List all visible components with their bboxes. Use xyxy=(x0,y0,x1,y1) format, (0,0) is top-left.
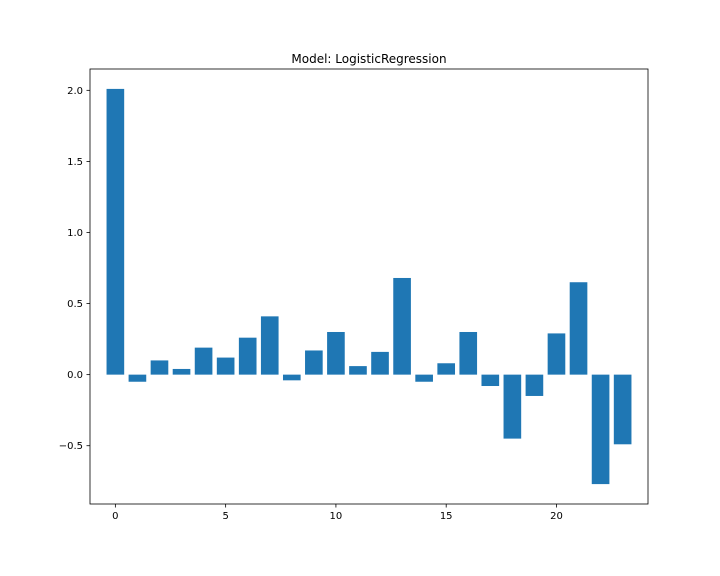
y-tick-label: −0.5 xyxy=(59,441,83,452)
bar-5 xyxy=(216,357,235,375)
bar-7 xyxy=(260,316,279,375)
bar-3 xyxy=(172,368,191,375)
bar-19 xyxy=(525,374,544,396)
bar-21 xyxy=(569,282,588,375)
y-tick-label: 2.0 xyxy=(67,86,83,97)
bar-16 xyxy=(459,331,478,375)
chart-title: Model: LogisticRegression xyxy=(291,52,446,66)
y-tick-label: 1.0 xyxy=(67,228,83,239)
y-tick-label: 0.5 xyxy=(67,299,83,310)
bar-1 xyxy=(128,374,147,382)
bar-0 xyxy=(106,88,125,375)
bar-group xyxy=(106,88,632,485)
bar-18 xyxy=(503,374,522,439)
bar-2 xyxy=(150,360,169,375)
bar-22 xyxy=(591,374,610,485)
bar-15 xyxy=(437,363,456,375)
bar-14 xyxy=(415,374,433,382)
bar-20 xyxy=(547,333,566,375)
y-tick-label: 0.0 xyxy=(67,370,83,381)
y-tick-label: 1.5 xyxy=(67,157,83,168)
bar-4 xyxy=(194,347,213,375)
plot-frame xyxy=(89,68,649,505)
bar-11 xyxy=(349,366,367,375)
bar-8 xyxy=(282,374,301,381)
x-tick-label: 0 xyxy=(112,511,118,522)
bar-13 xyxy=(393,277,411,375)
x-tick-label: 10 xyxy=(330,511,343,522)
bar-6 xyxy=(238,337,257,375)
bar-17 xyxy=(481,374,500,387)
bar-23 xyxy=(613,374,632,445)
bar-9 xyxy=(305,350,323,375)
x-tick-label: 15 xyxy=(440,511,453,522)
bar-12 xyxy=(371,351,389,375)
x-tick-label: 5 xyxy=(222,511,228,522)
bar-10 xyxy=(327,331,345,375)
y-axis: −0.5 0.0 0.5 1.0 1.5 2.0 xyxy=(59,86,90,452)
x-axis: 0 5 10 15 20 xyxy=(112,504,563,522)
x-tick-label: 20 xyxy=(550,511,563,522)
